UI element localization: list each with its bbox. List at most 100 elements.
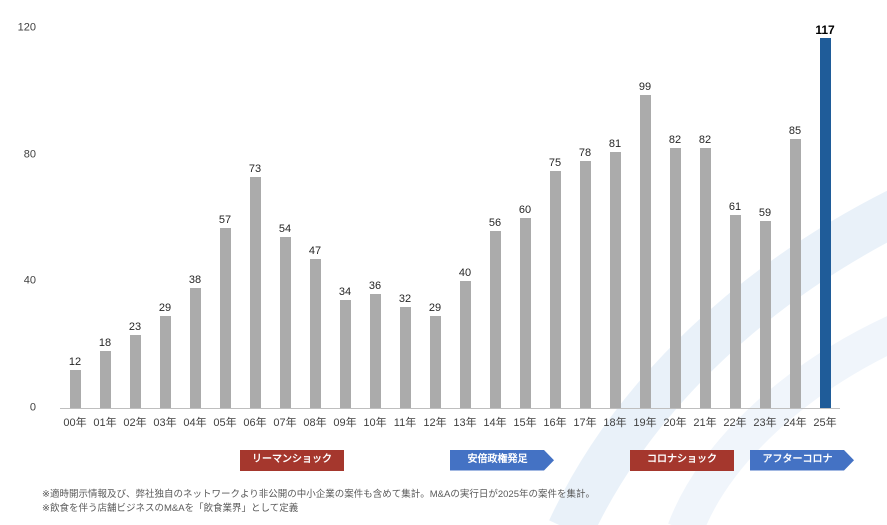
bar-column-06年: 73 (240, 28, 270, 408)
bar-value-label: 61 (728, 200, 742, 213)
x-axis-label: 06年 (243, 417, 267, 429)
bar (99, 351, 111, 408)
bar (639, 94, 651, 408)
annotation-after-corona: アフターコロナ (750, 450, 854, 471)
bar-column-17年: 78 (570, 28, 600, 408)
bar-value-label: 32 (398, 292, 412, 305)
bar-column-20年: 82 (660, 28, 690, 408)
x-axis-label: 11年 (393, 417, 417, 429)
bar-value-label: 54 (278, 223, 292, 235)
bar-value-label: 117 (815, 22, 835, 37)
bar-value-label: 82 (668, 134, 682, 147)
bar-column-07年: 54 (270, 28, 300, 408)
x-axis-label: 23年 (753, 417, 777, 429)
bar (519, 218, 531, 408)
x-axis-label: 14年 (483, 417, 507, 429)
x-axis-label: 08年 (303, 417, 327, 429)
bar-column-12年: 29 (420, 28, 450, 408)
bar (369, 294, 381, 408)
bar-value-label: 73 (248, 162, 262, 175)
x-axis-label: 10年 (363, 417, 387, 429)
bar-value-label: 81 (608, 137, 622, 150)
bar (219, 227, 231, 408)
bar-column-13年: 40 (450, 28, 480, 408)
bar (549, 170, 561, 408)
bar-value-label: 82 (698, 134, 712, 147)
bar-column-23年: 59 (750, 28, 780, 408)
annotation-abe-administration: 安倍政権発足 (450, 450, 554, 471)
bar-value-label: 57 (218, 213, 232, 226)
bar-column-03年: 29 (150, 28, 180, 408)
bar (189, 287, 201, 408)
bar-value-label: 75 (548, 156, 562, 169)
bar-column-15年: 60 (510, 28, 540, 408)
bar-column-09年: 34 (330, 28, 360, 408)
bar (579, 161, 591, 408)
x-axis-label: 24年 (783, 417, 807, 429)
bar-column-21年: 82 (690, 28, 720, 408)
bar-column-16年: 75 (540, 28, 570, 408)
x-axis-label: 13年 (453, 417, 477, 429)
bar (279, 237, 291, 408)
footnotes: ※適時開示情報及び、弊社独自のネットワークより非公開の中小企業の案件も含めて集計… (42, 488, 862, 517)
annotation-lehman-shock: リーマンショック (240, 450, 344, 471)
bar (309, 259, 321, 408)
annotation-corona-shock: コロナショック (630, 450, 734, 471)
bar-column-08年: 47 (300, 28, 330, 408)
x-axis-label: 15年 (513, 417, 537, 429)
x-axis-label: 04年 (183, 417, 207, 429)
bar-value-label: 34 (338, 286, 352, 299)
bar-value-label: 12 (68, 356, 82, 368)
y-axis-tick: 80 (23, 148, 36, 161)
bar (729, 214, 741, 408)
bar-column-24年: 85 (780, 28, 810, 408)
plot-area: 12 18 23 29 38 57 73 54 47 34 36 32 29 40 56 60 75 78 81 99… (60, 24, 840, 409)
x-axis-label: 07年 (273, 417, 297, 429)
bar (129, 335, 141, 408)
bar (789, 138, 801, 408)
bar (399, 306, 411, 408)
bar-column-19年: 99 (630, 28, 660, 408)
x-axis-label: 05年 (213, 417, 237, 429)
bar-column-22年: 61 (720, 28, 750, 408)
bar (489, 230, 501, 408)
bar-column-04年: 38 (180, 28, 210, 408)
bar-column-05年: 57 (210, 28, 240, 408)
bar (429, 316, 441, 408)
bar-value-label: 36 (368, 280, 382, 292)
x-axis-label: 21年 (693, 417, 717, 429)
bar-value-label: 78 (578, 147, 592, 159)
x-axis-label: 03年 (153, 417, 177, 429)
y-axis-tick: 0 (29, 401, 36, 414)
bar-value-label: 29 (428, 302, 442, 315)
annotation-banners: リーマンショック 安倍政権発足 コロナショック アフターコロナ (60, 450, 860, 486)
x-axis-label: 01年 (93, 417, 117, 429)
bar-value-label: 85 (788, 124, 802, 137)
bar-value-label: 29 (158, 302, 172, 315)
bar-column-00年: 12 (60, 28, 90, 408)
bar (699, 148, 711, 408)
x-axis-label: 17年 (573, 417, 597, 429)
bar-value-label: 56 (488, 216, 502, 229)
bar-column-25年: 117 (810, 24, 840, 408)
bar-column-11年: 32 (390, 28, 420, 408)
bar-column-02年: 23 (120, 28, 150, 408)
x-axis-label: 19年 (633, 417, 657, 429)
bar-column-18年: 81 (600, 28, 630, 408)
y-axis: 0 40 80 120 (0, 22, 42, 413)
bar (459, 281, 471, 408)
x-axis-label: 02年 (123, 417, 147, 429)
bar-value-label: 38 (188, 273, 202, 286)
bar-value-label: 18 (98, 337, 112, 349)
x-axis-label: 00年 (63, 417, 87, 429)
bar-value-label: 59 (758, 207, 772, 220)
x-axis-label: 18年 (603, 417, 627, 429)
bar (249, 176, 261, 408)
bar-value-label: 47 (308, 245, 322, 258)
bar (669, 148, 681, 408)
bar-column-14年: 56 (480, 28, 510, 408)
x-axis-label: 22年 (723, 417, 747, 429)
bar-value-label: 99 (638, 80, 652, 93)
x-axis-label: 20年 (663, 417, 687, 429)
bar (339, 300, 351, 408)
